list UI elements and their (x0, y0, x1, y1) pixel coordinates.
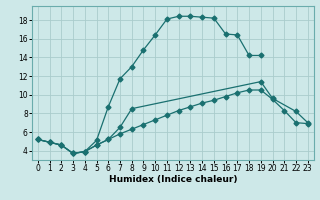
X-axis label: Humidex (Indice chaleur): Humidex (Indice chaleur) (108, 175, 237, 184)
